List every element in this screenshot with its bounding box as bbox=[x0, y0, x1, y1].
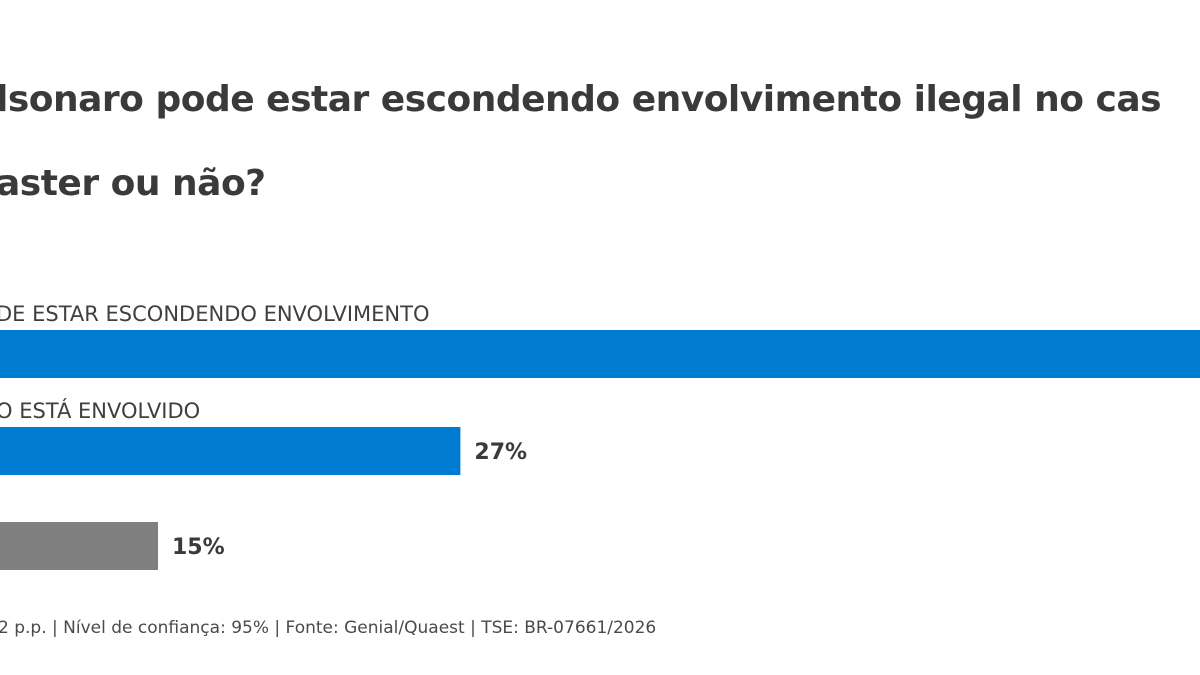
bar-3 bbox=[0, 522, 158, 570]
chart-title-line-1: lsonaro pode estar escondendo envolvimen… bbox=[0, 79, 1162, 120]
bar-1 bbox=[0, 330, 1200, 378]
chart-title-line-2: aster ou não? bbox=[0, 163, 266, 204]
bar-value-label-3: 15% bbox=[172, 535, 225, 560]
bar-2 bbox=[0, 427, 461, 475]
footnote: 2 p.p. | Nível de confiança: 95% | Fonte… bbox=[0, 618, 657, 638]
category-label-2: O ESTÁ ENVOLVIDO bbox=[0, 399, 201, 423]
bar-value-label-2: 27% bbox=[474, 440, 527, 465]
category-label-1: DE ESTAR ESCONDENDO ENVOLVIMENTO bbox=[0, 302, 430, 326]
